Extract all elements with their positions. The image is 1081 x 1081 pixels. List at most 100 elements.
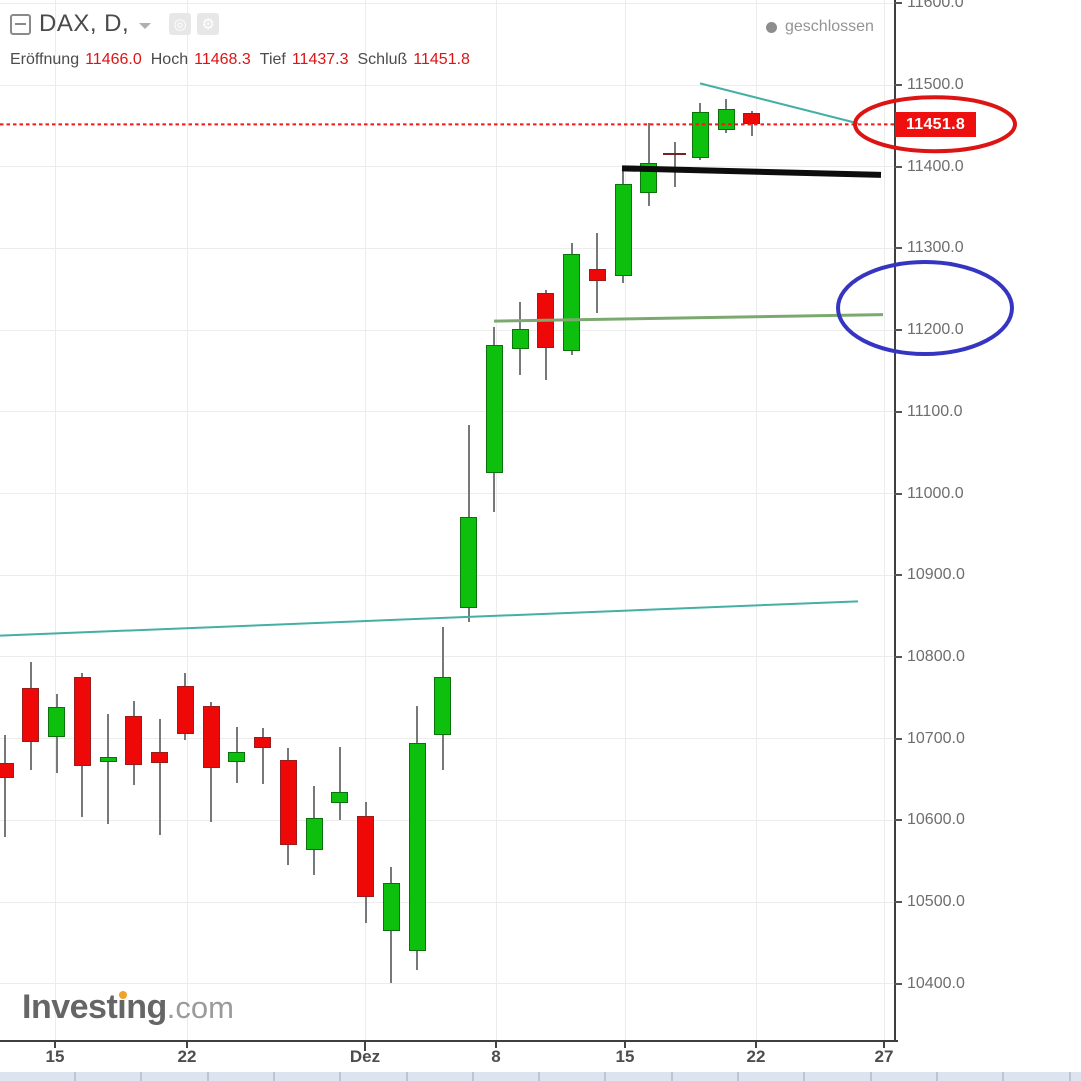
price-axis-label: 11400.0 — [907, 157, 964, 175]
price-axis-label: 10600.0 — [907, 811, 965, 829]
price-tick — [894, 901, 902, 903]
candle-body — [434, 677, 452, 736]
time-tick — [755, 1042, 757, 1048]
price-tick — [894, 2, 902, 5]
last-price-label: 11451.8 — [895, 112, 976, 137]
price-axis-label: 10900.0 — [907, 566, 965, 584]
collapse-panel-icon[interactable] — [10, 13, 31, 35]
navigator-tick — [935, 1072, 938, 1081]
brand-suffix-text: .com — [166, 990, 234, 1025]
price-tick — [894, 247, 902, 250]
time-tick — [186, 1042, 188, 1048]
candle-body — [331, 791, 349, 804]
status-dot-icon — [766, 21, 777, 33]
time-axis-line — [0, 1040, 898, 1042]
grid-line-horizontal — [0, 411, 894, 413]
price-axis-label: 10400.0 — [907, 974, 965, 992]
time-axis-label: Dez — [349, 1047, 381, 1066]
candle-body — [357, 816, 374, 898]
navigator-tick — [471, 1072, 474, 1081]
time-tick — [883, 1042, 885, 1048]
time-axis-label: 22 — [746, 1047, 766, 1066]
candle-body — [202, 705, 220, 768]
grid-line-horizontal — [0, 2, 894, 4]
market-status: geschlossen — [766, 18, 874, 36]
candle-wick — [4, 734, 6, 837]
gear-icon: ⚙ — [201, 16, 215, 33]
price-tick — [894, 819, 902, 822]
grid-line-horizontal — [0, 166, 894, 168]
settings-button[interactable]: ⚙ — [197, 13, 220, 35]
candle-body — [640, 162, 658, 193]
grid-line-horizontal — [0, 901, 894, 903]
navigator-tick — [737, 1072, 739, 1081]
price-tick — [894, 492, 902, 495]
chart-plot-area[interactable] — [0, 0, 894, 1041]
price-axis-label: 10500.0 — [907, 893, 965, 910]
price-tick — [894, 84, 902, 86]
close-value: 11451.8 — [413, 51, 470, 68]
price-tick — [894, 329, 902, 332]
chevron-down-icon[interactable] — [139, 23, 152, 29]
navigator-tick — [604, 1072, 607, 1081]
candle-body — [717, 108, 735, 130]
symbol-title[interactable]: DAX, D, — [39, 10, 130, 37]
high-value: 11468.3 — [194, 51, 251, 68]
price-axis[interactable]: 11600.0 11500.0 11400.0 11300.0 11200.0 11100… — [894, 0, 1081, 1047]
candle-wick — [107, 714, 109, 824]
candle-body — [691, 111, 709, 158]
candle-body — [537, 293, 555, 349]
grid-line-vertical — [883, 0, 885, 1041]
candle-body — [382, 883, 400, 931]
candle-body — [663, 152, 686, 156]
grid-line-vertical — [624, 0, 626, 1041]
candle-body — [485, 344, 503, 474]
open-value: 11466.0 — [85, 51, 142, 68]
status-text: geschlossen — [785, 18, 874, 35]
navigator-tick — [1002, 1072, 1005, 1081]
grid-line-horizontal — [0, 983, 894, 985]
grid-line-horizontal — [0, 84, 894, 86]
price-axis-label: 11500.0 — [907, 76, 964, 93]
grid-line-horizontal — [0, 819, 894, 821]
price-tick — [894, 574, 902, 577]
candle-body — [614, 183, 632, 277]
candle-body — [228, 751, 246, 763]
grid-line-vertical — [364, 0, 366, 1041]
grid-line-horizontal — [0, 738, 894, 740]
candle-body — [151, 751, 168, 764]
time-axis-label: 22 — [177, 1047, 197, 1066]
navigator-tick — [74, 1072, 76, 1081]
navigator-tick — [803, 1072, 806, 1081]
price-tick — [894, 655, 902, 658]
navigator-tick — [405, 1072, 408, 1081]
candle-body — [48, 706, 65, 737]
time-axis-label: 15 — [45, 1047, 65, 1066]
grid-line-horizontal — [0, 247, 894, 249]
price-axis-label: 11300.0 — [907, 239, 964, 257]
navigator-tick — [670, 1072, 673, 1081]
low-value: 11437.3 — [291, 51, 349, 68]
high-label: Hoch — [150, 51, 189, 68]
time-tick — [624, 1042, 626, 1048]
chart-navigator-strip[interactable] — [0, 1072, 1081, 1081]
grid-line-horizontal — [0, 574, 894, 576]
low-label: Tief — [259, 51, 286, 68]
price-axis-label: 11100.0 — [907, 402, 963, 420]
time-axis-label: 27 — [874, 1047, 894, 1066]
brand-orange-dot-icon — [119, 991, 127, 999]
time-axis-label: 15 — [615, 1047, 635, 1066]
candle-wick — [338, 746, 341, 821]
candle-body — [279, 759, 297, 845]
grid-line-horizontal — [0, 493, 894, 494]
compare-instrument-button[interactable]: ◎ — [169, 13, 192, 35]
navigator-tick — [206, 1072, 209, 1081]
price-axis-line — [894, 0, 896, 1047]
grid-line-vertical — [186, 0, 188, 1041]
candle-body — [22, 687, 40, 742]
candle-wick — [673, 142, 676, 188]
candle-body — [511, 329, 529, 349]
price-tick — [894, 410, 902, 413]
candle-body — [460, 517, 477, 608]
investing-watermark[interactable]: Investing .com — [22, 988, 234, 1027]
